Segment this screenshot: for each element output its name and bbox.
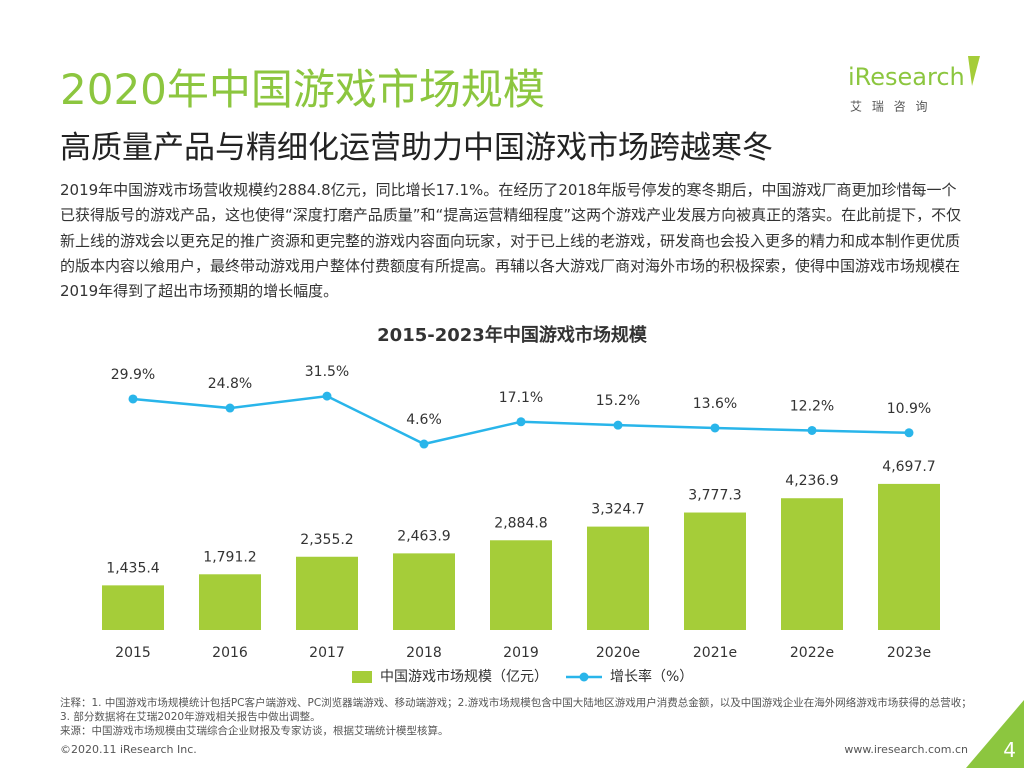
bar	[102, 585, 164, 630]
notes: 注释：1. 中国游戏市场规模统计包括PC客户端游戏、PC浏览器端游戏、移动端游戏…	[60, 696, 975, 738]
bar	[490, 540, 552, 630]
bar	[684, 512, 746, 630]
bar-label: 2,463.9	[397, 528, 450, 544]
line-point	[225, 403, 235, 413]
legend-label: 增长率（%）	[610, 668, 693, 685]
line-point	[128, 394, 138, 404]
page-number: 4	[1003, 738, 1016, 762]
x-tick-label: 2017	[309, 645, 345, 661]
bar	[199, 574, 261, 630]
corner-triangle	[966, 700, 1024, 768]
body-text: 2019年中国游戏市场营收规模约2884.8亿元，同比增长17.1%。在经历了2…	[60, 181, 962, 301]
bar-label: 2,884.8	[494, 515, 547, 531]
bar-label: 1,435.4	[106, 560, 160, 576]
line-label: 29.9%	[111, 367, 155, 383]
line-point	[613, 420, 623, 430]
x-tick-label: 2019	[503, 645, 539, 661]
site: www.iresearch.com.cn	[844, 743, 968, 756]
legend-label: 中国游戏市场规模（亿元）	[380, 668, 548, 685]
x-tick-label: 2023e	[887, 645, 931, 661]
line-label: 17.1%	[499, 390, 543, 406]
line-label: 15.2%	[596, 393, 640, 409]
bar-label: 2,355.2	[300, 532, 353, 548]
x-tick-label: 2020e	[596, 645, 640, 661]
subtitle: 高质量产品与精细化运营助力中国游戏市场跨越寒冬	[60, 130, 773, 166]
bar-label: 3,324.7	[591, 502, 644, 518]
x-tick-label: 2015	[115, 645, 151, 661]
chart-title: 2015-2023年中国游戏市场规模	[377, 324, 648, 346]
bar	[781, 498, 843, 630]
line-point	[807, 425, 817, 435]
bar-label: 3,777.3	[688, 488, 741, 504]
line-label: 4.6%	[406, 412, 442, 428]
line-point	[904, 428, 914, 438]
title: 2020年中国游戏市场规模	[60, 65, 545, 114]
logo-sub: 艾 瑞 咨 询	[850, 99, 930, 114]
copyright: ©2020.11 iResearch Inc.	[60, 743, 197, 756]
x-tick-label: 2021e	[693, 645, 737, 661]
bar-label: 4,236.9	[785, 473, 838, 489]
logo: iResearch	[848, 63, 965, 91]
bar-label: 4,697.7	[882, 459, 935, 475]
bar	[878, 483, 940, 630]
line-label: 13.6%	[693, 396, 737, 412]
line-point	[516, 417, 526, 427]
x-tick-label: 2016	[212, 645, 248, 661]
legend-swatch	[579, 672, 589, 682]
line-label: 31.5%	[305, 364, 349, 380]
bar	[587, 526, 649, 630]
x-tick-label: 2018	[406, 645, 442, 661]
source: 来源：中国游戏市场规模由艾瑞综合企业财报及专家访谈，根据艾瑞统计模型核算。	[60, 725, 449, 737]
line-point	[322, 391, 332, 401]
legend-swatch	[352, 671, 372, 683]
line-label: 24.8%	[208, 376, 252, 392]
bar-label: 1,791.2	[203, 549, 256, 565]
logo-accent	[968, 56, 980, 86]
note: 注释：1. 中国游戏市场规模统计包括PC客户端游戏、PC浏览器端游戏、移动端游戏…	[60, 697, 972, 723]
line-point	[419, 439, 429, 449]
line-point	[710, 423, 720, 433]
bar	[296, 556, 358, 630]
line-label: 10.9%	[887, 401, 931, 417]
x-tick-label: 2022e	[790, 645, 834, 661]
line-label: 12.2%	[790, 398, 834, 414]
bar	[393, 553, 455, 630]
